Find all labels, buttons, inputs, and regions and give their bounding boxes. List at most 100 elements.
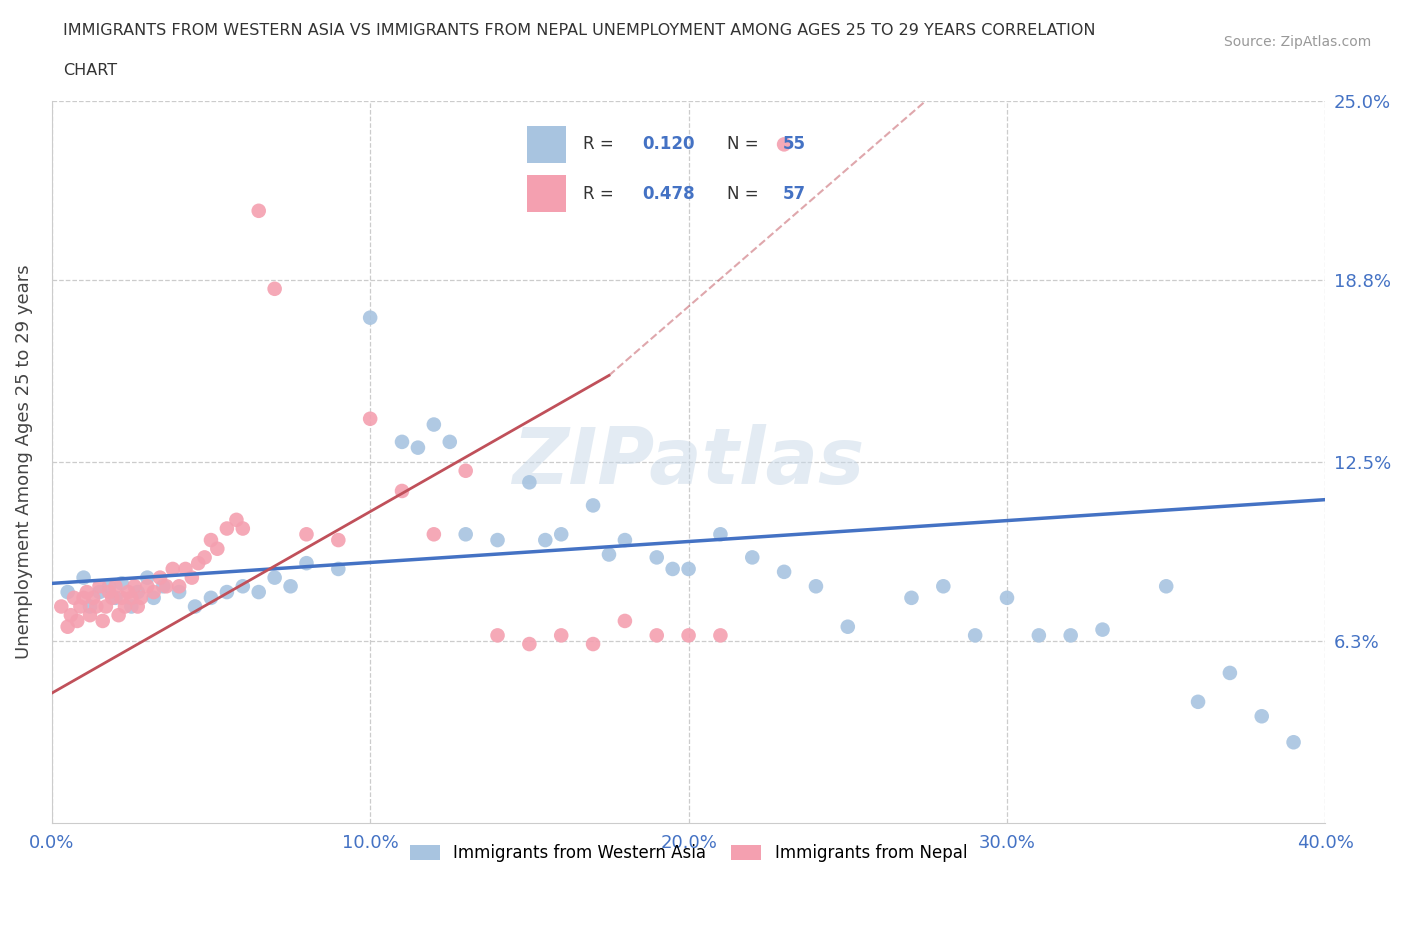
Point (79, 607, 101, 622)
Point (66, 614, 89, 629)
Point (295, 556, 318, 571)
Point (439, 434, 461, 449)
Point (51, 599, 73, 614)
Point (98, 578, 121, 593)
Point (174, 562, 197, 577)
Point (162, 562, 184, 577)
Point (454, 527, 477, 542)
Point (91, 614, 114, 629)
Point (207, 541, 229, 556)
Point (613, 614, 636, 629)
Text: CHART: CHART (63, 63, 117, 78)
Point (280, 578, 302, 593)
Point (519, 637, 541, 652)
Point (232, 578, 254, 593)
Point (127, 585, 149, 600)
Point (136, 570, 159, 585)
Point (359, 311, 381, 325)
Point (142, 591, 165, 605)
Point (124, 578, 146, 593)
Point (837, 619, 859, 634)
Point (391, 484, 413, 498)
Point (359, 411, 381, 426)
Point (111, 576, 134, 591)
Point (773, 137, 796, 152)
Point (645, 550, 668, 565)
Point (1187, 695, 1209, 710)
Point (965, 628, 987, 643)
Point (167, 578, 190, 593)
Point (94, 599, 117, 614)
Point (486, 628, 509, 643)
Point (486, 533, 509, 548)
Text: ZIPatlas: ZIPatlas (512, 424, 865, 500)
Point (215, 521, 238, 536)
Point (423, 417, 446, 432)
Point (194, 550, 217, 565)
Point (1028, 628, 1050, 643)
Point (582, 498, 605, 512)
Point (932, 578, 955, 593)
Point (127, 599, 149, 614)
Point (72, 570, 94, 585)
Point (678, 562, 700, 577)
Point (69, 599, 91, 614)
Point (56, 585, 79, 600)
Text: IMMIGRANTS FROM WESTERN ASIA VS IMMIGRANTS FROM NEPAL UNEMPLOYMENT AMONG AGES 25: IMMIGRANTS FROM WESTERN ASIA VS IMMIGRAN… (63, 23, 1095, 38)
Point (406, 440, 429, 455)
Point (454, 463, 477, 478)
Point (215, 585, 238, 600)
Point (709, 628, 731, 643)
Point (184, 599, 207, 614)
Y-axis label: Unemployment Among Ages 25 to 29 years: Unemployment Among Ages 25 to 29 years (15, 265, 32, 659)
Point (263, 570, 285, 585)
Point (136, 578, 159, 593)
Point (120, 599, 142, 614)
Point (1250, 709, 1272, 724)
Point (582, 637, 605, 652)
Point (86, 599, 108, 614)
Point (773, 565, 796, 579)
Point (111, 591, 134, 605)
Point (225, 512, 247, 527)
Point (1060, 628, 1083, 643)
Point (200, 533, 222, 548)
Point (661, 562, 683, 577)
Point (117, 585, 139, 600)
Point (519, 475, 541, 490)
Point (1154, 578, 1177, 593)
Point (645, 628, 668, 643)
Point (328, 533, 350, 548)
Point (59, 607, 82, 622)
Point (107, 607, 129, 622)
Point (155, 578, 177, 593)
Legend: Immigrants from Western Asia, Immigrants from Nepal: Immigrants from Western Asia, Immigrants… (404, 838, 974, 869)
Point (598, 547, 620, 562)
Point (1091, 622, 1114, 637)
Point (152, 578, 174, 593)
Point (328, 562, 350, 577)
Point (804, 578, 827, 593)
Point (900, 591, 922, 605)
Point (187, 556, 209, 571)
Point (129, 591, 152, 605)
Point (114, 599, 136, 614)
Point (995, 591, 1018, 605)
Point (167, 585, 190, 600)
Point (89, 585, 111, 600)
Point (678, 628, 700, 643)
Point (247, 585, 270, 600)
Point (550, 527, 572, 542)
Point (63, 591, 86, 605)
Point (120, 591, 142, 605)
Point (263, 282, 285, 297)
Point (76, 585, 98, 600)
Point (104, 591, 127, 605)
Point (82, 591, 104, 605)
Point (709, 527, 731, 542)
Point (180, 570, 202, 585)
Point (1219, 666, 1241, 681)
Point (72, 591, 94, 605)
Point (295, 527, 318, 542)
Point (89, 578, 111, 593)
